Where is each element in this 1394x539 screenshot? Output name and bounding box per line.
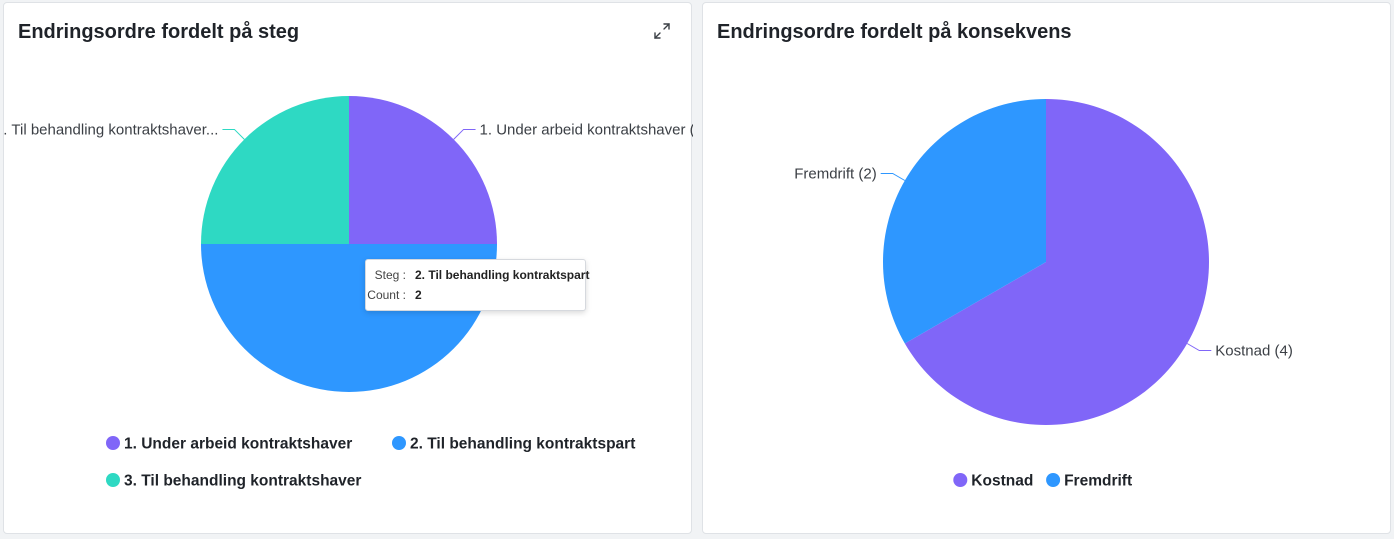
- slice-label-line: [453, 128, 476, 140]
- legend-marker: [953, 473, 968, 487]
- pie-slice[interactable]: [904, 99, 1209, 425]
- chart-tooltip: Steg : 2. Til behandling kontraktspart C…: [365, 259, 590, 311]
- slice-label: Kostnad (4): [1215, 343, 1293, 360]
- slice-label: Fremdrift (2): [794, 166, 877, 183]
- card-title: Endringsordre fordelt på steg: [18, 21, 300, 43]
- slice-label-line: [880, 173, 906, 181]
- legend-item[interactable]: Fremdrift: [1046, 473, 1132, 490]
- chart-card-konsekvens: Endringsordre fordelt på konsekvens Kost…: [702, 2, 1391, 534]
- chart-card-steg: Endringsordre fordelt på steg 1. Under a…: [3, 2, 693, 535]
- card-title: Endringsordre fordelt på konsekvens: [717, 21, 1072, 43]
- legend-label: 1. Under arbeid kontraktshaver: [124, 436, 352, 453]
- legend-item[interactable]: 1. Under arbeid kontraktshaver: [106, 436, 352, 453]
- legend-item[interactable]: 2. Til behandling kontraktspart: [392, 436, 635, 453]
- legend-item[interactable]: 3. Til behandling kontraktshaver: [106, 473, 361, 490]
- tooltip-key: Count :: [367, 288, 406, 302]
- slice-label-line: [222, 128, 245, 140]
- pie-chart-steg[interactable]: 1. Under arbeid kontraktshaver (1) 3. Til…: [4, 3, 693, 535]
- legend-label: Fremdrift: [1064, 473, 1132, 490]
- slice-label-line: [1186, 343, 1212, 351]
- legend-label: Kostnad: [971, 473, 1033, 490]
- legend-label: 3. Til behandling kontraktshaver: [124, 473, 361, 490]
- tooltip-value: 2. Til behandling kontraktspart: [415, 268, 590, 282]
- legend-label: 2. Til behandling kontraktspart: [410, 436, 635, 453]
- legend-item[interactable]: Kostnad: [953, 473, 1033, 490]
- expand-icon[interactable]: [651, 20, 673, 42]
- pie-slice[interactable]: [201, 96, 349, 244]
- legend-marker: [1046, 473, 1061, 487]
- pie-chart-konsekvens[interactable]: Kostnad (4) Fremdrift (2) Kostnad Fremdrift: [703, 3, 1392, 535]
- pie-slice[interactable]: [883, 99, 1046, 344]
- pie-slice[interactable]: [349, 96, 497, 244]
- tooltip-value: 2: [415, 288, 422, 302]
- slice-label: 3. Til behandling kontraktshaver...: [4, 121, 218, 138]
- slice-label: 1. Under arbeid kontraktshaver (1): [480, 121, 693, 138]
- tooltip-key: Steg :: [374, 268, 406, 282]
- legend-marker: [392, 436, 406, 450]
- legend-marker: [106, 473, 120, 487]
- legend-marker: [106, 436, 120, 450]
